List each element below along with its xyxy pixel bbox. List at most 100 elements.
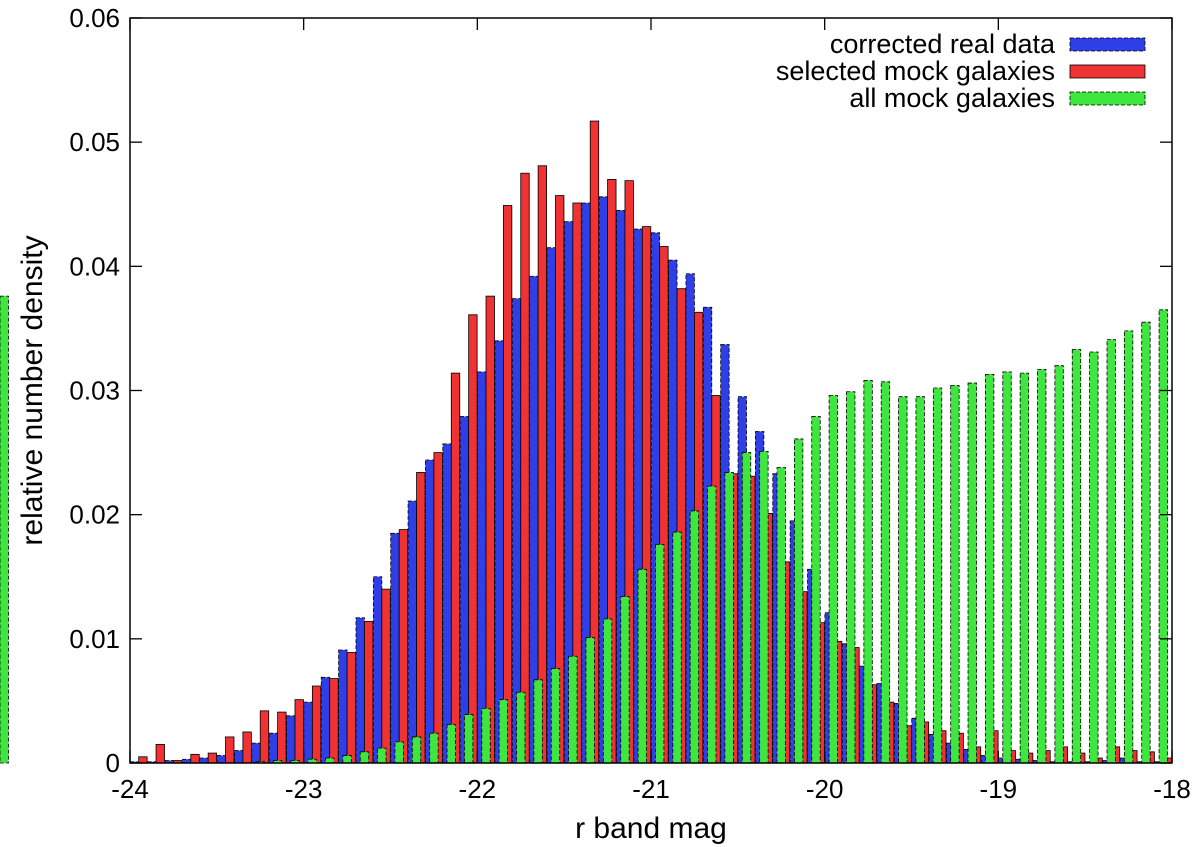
bar-series-3 <box>1054 365 1064 764</box>
bar-series-3 <box>1106 339 1116 764</box>
bar-series-3 <box>776 467 786 764</box>
bar-series-3 <box>429 732 439 764</box>
bar-series-3 <box>880 381 891 764</box>
x-tick-label: -21 <box>632 774 670 804</box>
bar-series-3 <box>533 679 543 764</box>
bar-series-1 <box>338 649 348 764</box>
bar-series-3 <box>863 380 873 764</box>
bar-series-1 <box>303 701 313 764</box>
bar-series-3 <box>655 544 665 764</box>
x-tick-label: -20 <box>806 774 844 804</box>
x-tick-label: -18 <box>1153 774 1191 804</box>
bar-series-1 <box>268 732 279 764</box>
bar-series-3 <box>585 637 595 764</box>
bar-series-2 <box>294 699 304 764</box>
bar-series-3 <box>1002 371 1012 764</box>
legend-label-series-1: corrected real data <box>830 29 1056 59</box>
bar-series-2 <box>242 731 252 764</box>
bar-series-2 <box>329 678 339 764</box>
bar-series-2 <box>346 652 356 764</box>
bar-series-3 <box>898 396 908 764</box>
x-axis-label: r band mag <box>575 812 727 845</box>
bar-series-1 <box>390 532 400 764</box>
bars-layer <box>0 120 1173 764</box>
bar-series-3 <box>793 438 804 764</box>
bar-series-1 <box>407 500 417 764</box>
bar-series-3 <box>741 452 752 764</box>
y-tick-label: 0.01 <box>69 624 120 654</box>
bar-series-2 <box>485 295 495 764</box>
bar-series-2 <box>520 172 530 764</box>
bar-series-3 <box>411 736 422 764</box>
bar-series-2 <box>207 752 218 764</box>
bar-series-1 <box>251 742 261 764</box>
bar-series-2 <box>155 743 165 764</box>
bar-series-3 <box>1123 330 1134 764</box>
bar-series-2 <box>364 621 374 764</box>
bar-series-3 <box>672 531 682 764</box>
legend-swatch-series-3 <box>1069 91 1146 106</box>
bar-series-1 <box>477 371 487 764</box>
y-tick-label: 0.05 <box>69 127 120 157</box>
bar-series-3 <box>932 387 943 764</box>
bar-series-3 <box>637 568 647 764</box>
y-tick-label: 0 <box>106 748 120 778</box>
legend-label-series-2: selected mock galaxies <box>776 56 1055 86</box>
bar-series-1 <box>372 576 383 764</box>
bar-series-3 <box>394 741 404 764</box>
bar-series-3 <box>689 510 700 764</box>
legend-label-series-3: all mock galaxies <box>849 83 1055 113</box>
bar-series-3 <box>967 382 977 764</box>
bar-series-3 <box>846 391 856 764</box>
x-tick-label: -19 <box>980 774 1018 804</box>
bar-series-3 <box>498 699 509 764</box>
bar-series-3 <box>446 724 456 764</box>
y-tick-label: 0.03 <box>69 376 120 406</box>
bar-series-3 <box>1071 349 1082 764</box>
bar-series-3 <box>481 707 491 764</box>
bar-series-3 <box>550 668 561 764</box>
bar-series-2 <box>433 452 443 764</box>
bar-series-3 <box>985 373 995 764</box>
bar-series-3 <box>1089 351 1099 764</box>
bar-series-3 <box>707 485 717 764</box>
y-tick-label: 0.02 <box>69 500 120 530</box>
bar-series-1 <box>459 416 470 764</box>
bar-series-3 <box>602 618 613 764</box>
bar-series-3 <box>0 295 9 764</box>
bar-series-2 <box>311 685 322 764</box>
bar-series-3 <box>516 691 526 764</box>
ticks-layer: -24 -23 -22 -21 -20 -19 -18 0 0.01 0.02 0.03 0.04 0.… <box>69 3 1190 804</box>
bar-series-2 <box>450 372 461 764</box>
bar-series-3 <box>915 396 925 764</box>
y-tick-label: 0.04 <box>69 251 120 281</box>
bar-series-2 <box>398 529 409 764</box>
bar-series-3 <box>759 450 769 764</box>
bar-series-2 <box>416 472 426 764</box>
bar-series-2 <box>190 753 200 764</box>
bar-series-3 <box>307 758 317 764</box>
bar-series-1 <box>181 758 192 764</box>
bar-series-3 <box>359 751 370 764</box>
bar-series-3 <box>724 472 734 764</box>
bar-series-2 <box>502 205 513 764</box>
y-tick-label: 0.06 <box>69 3 120 33</box>
bar-series-1 <box>355 617 365 764</box>
bar-series-3 <box>1158 309 1168 764</box>
bar-series-1 <box>320 676 331 764</box>
bar-series-1 <box>425 459 435 764</box>
bar-series-1 <box>234 750 244 764</box>
bar-series-3 <box>325 757 335 764</box>
bar-series-1 <box>216 755 226 764</box>
bar-series-2 <box>381 588 391 764</box>
bar-series-3 <box>620 596 630 764</box>
bar-series-3 <box>811 416 821 764</box>
bar-series-3 <box>1019 372 1030 764</box>
bar-series-3 <box>377 747 387 764</box>
bar-series-3 <box>464 714 474 764</box>
bar-series-3 <box>828 395 838 764</box>
x-tick-label: -23 <box>285 774 323 804</box>
bar-series-1 <box>442 443 452 764</box>
